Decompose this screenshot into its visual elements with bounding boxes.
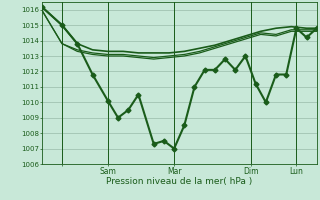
X-axis label: Pression niveau de la mer( hPa ): Pression niveau de la mer( hPa ) [106,177,252,186]
